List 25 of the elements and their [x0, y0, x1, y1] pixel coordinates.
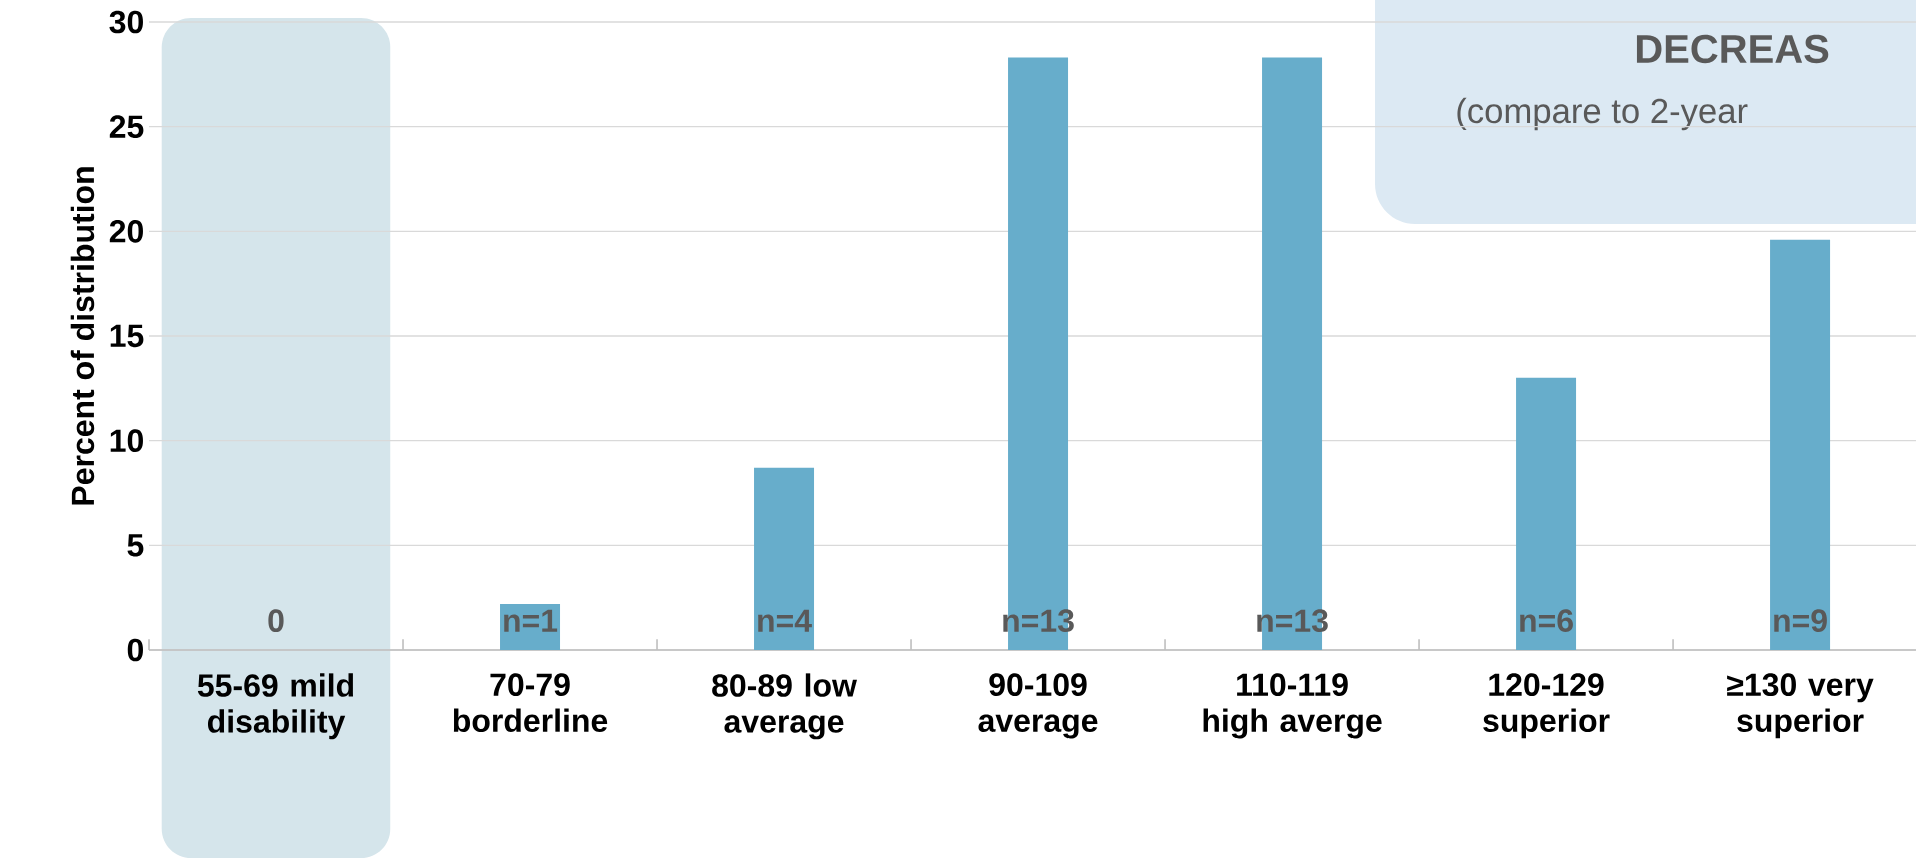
x-tick-label: 90-109 average: [978, 673, 1098, 739]
bar: [754, 467, 815, 650]
annotation: n=6: [1520, 609, 1573, 633]
y-tick-label: 10: [110, 429, 143, 452]
x-tick-label: 70-79 borderline: [453, 673, 608, 733]
annotation: (compare to 2-year: [1457, 97, 1748, 131]
y-axis-title: Percent of distribution: [70, 167, 95, 505]
y-tick-label: 20: [109, 220, 143, 243]
x-tick-label: 110-119 high averge: [1203, 673, 1382, 739]
x-tick-label: ≥130 very superior: [1727, 673, 1874, 739]
annotation: DECREAS: [1636, 34, 1829, 64]
y-tick-label: 0: [127, 638, 143, 662]
y-tick-label: 5: [127, 534, 144, 557]
y-tick-label: 25: [109, 115, 144, 138]
bar: [1516, 377, 1577, 650]
annotation: 0: [268, 609, 284, 633]
annotation: n=4: [758, 609, 812, 632]
y-tick-label: 15: [110, 324, 144, 348]
x-tick-label: 120-129 superior: [1483, 673, 1610, 739]
bar: [1770, 239, 1831, 650]
x-tick-label: 55-69 mild disability: [197, 673, 354, 740]
annotation: n=9: [1774, 609, 1827, 633]
x-tick-label: 80-89 low average: [712, 673, 857, 740]
annotation: n=1: [504, 609, 558, 632]
y-tick-label: 30: [109, 10, 143, 34]
